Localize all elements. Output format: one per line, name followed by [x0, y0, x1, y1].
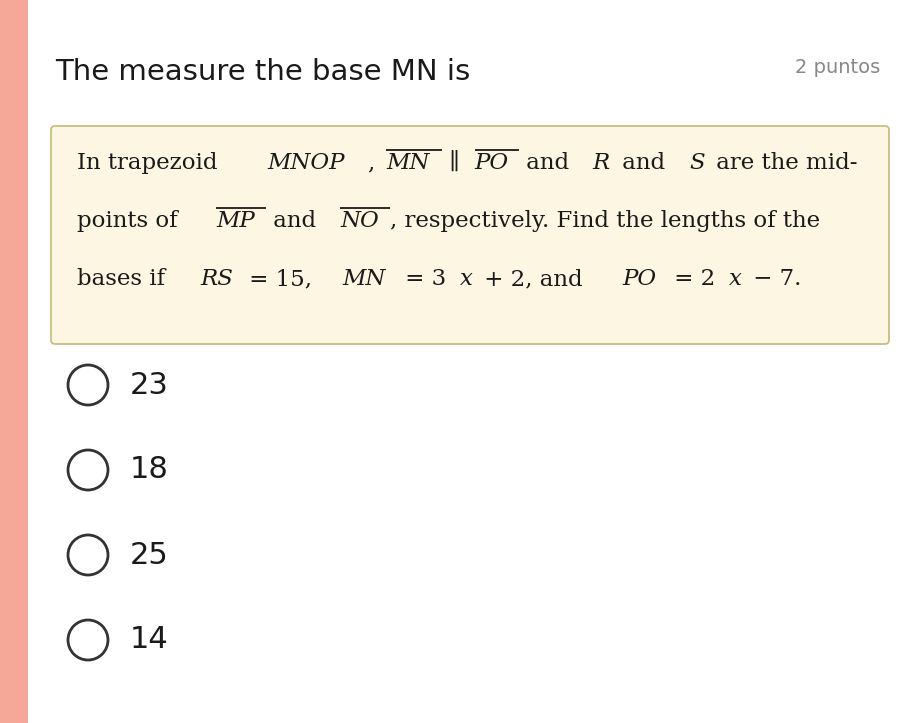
Text: PO: PO — [475, 152, 508, 174]
Text: x: x — [729, 268, 742, 290]
Text: + 2, and: + 2, and — [477, 268, 590, 290]
Text: and: and — [266, 210, 323, 232]
Text: ∥: ∥ — [442, 152, 468, 174]
Text: − 7.: − 7. — [745, 268, 801, 290]
Text: and: and — [518, 152, 577, 174]
Text: , respectively. Find the lengths of the: , respectively. Find the lengths of the — [390, 210, 820, 232]
Text: MN: MN — [387, 152, 429, 174]
Text: 25: 25 — [130, 541, 169, 570]
Text: MN: MN — [342, 268, 386, 290]
Bar — [0, 0, 28, 723]
Text: x: x — [460, 268, 473, 290]
Text: R: R — [593, 152, 610, 174]
Text: NO: NO — [340, 210, 379, 232]
Text: = 3: = 3 — [398, 268, 447, 290]
Text: MP: MP — [216, 210, 255, 232]
Text: points of: points of — [77, 210, 185, 232]
Text: 23: 23 — [130, 370, 169, 400]
Text: ,: , — [368, 152, 382, 174]
Text: and: and — [615, 152, 673, 174]
Text: In trapezoid: In trapezoid — [77, 152, 225, 174]
Text: 2 puntos: 2 puntos — [794, 58, 880, 77]
FancyBboxPatch shape — [51, 126, 889, 344]
Text: are the mid-: are the mid- — [709, 152, 858, 174]
Text: PO: PO — [623, 268, 656, 290]
Text: bases if: bases if — [77, 268, 173, 290]
Text: S: S — [689, 152, 705, 174]
Text: = 2: = 2 — [666, 268, 715, 290]
Text: MNOP: MNOP — [268, 152, 345, 174]
Text: RS: RS — [200, 268, 233, 290]
Text: 18: 18 — [130, 455, 169, 484]
Text: = 15,: = 15, — [242, 268, 320, 290]
Text: 14: 14 — [130, 625, 169, 654]
Text: The measure the base MN is: The measure the base MN is — [55, 58, 470, 86]
